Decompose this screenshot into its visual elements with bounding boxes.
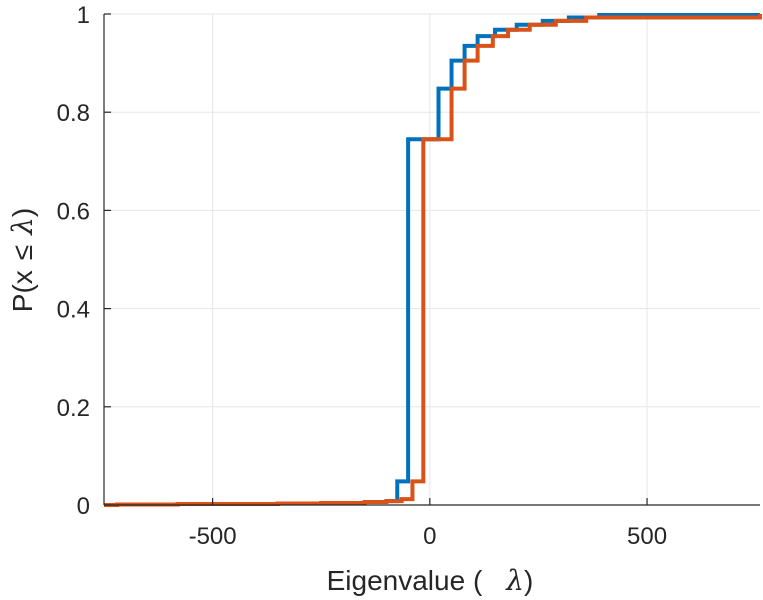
series-group bbox=[104, 12, 762, 507]
x-tick-label: 500 bbox=[627, 523, 667, 550]
axes bbox=[103, 14, 760, 506]
y-tick-label: 1 bbox=[77, 2, 90, 29]
x-tick-label: 0 bbox=[423, 523, 436, 550]
y-tick-label: 0.4 bbox=[57, 297, 90, 324]
y-axis-label: P(x≤λ) bbox=[6, 208, 39, 312]
ticks: -500 0 500 0 0.2 0.4 0.6 0.8 1 bbox=[57, 2, 667, 550]
y-tick-label: 0.8 bbox=[57, 100, 90, 127]
y-tick-label: 0.2 bbox=[57, 395, 90, 422]
x-tick-label: -500 bbox=[189, 523, 237, 550]
y-tick-label: 0.6 bbox=[57, 198, 90, 225]
series-line-2 bbox=[104, 14, 762, 507]
x-axis-label: Eigenvalue (λ) bbox=[327, 564, 534, 597]
plot-area bbox=[104, 14, 760, 505]
y-tick-label: 0 bbox=[77, 493, 90, 520]
